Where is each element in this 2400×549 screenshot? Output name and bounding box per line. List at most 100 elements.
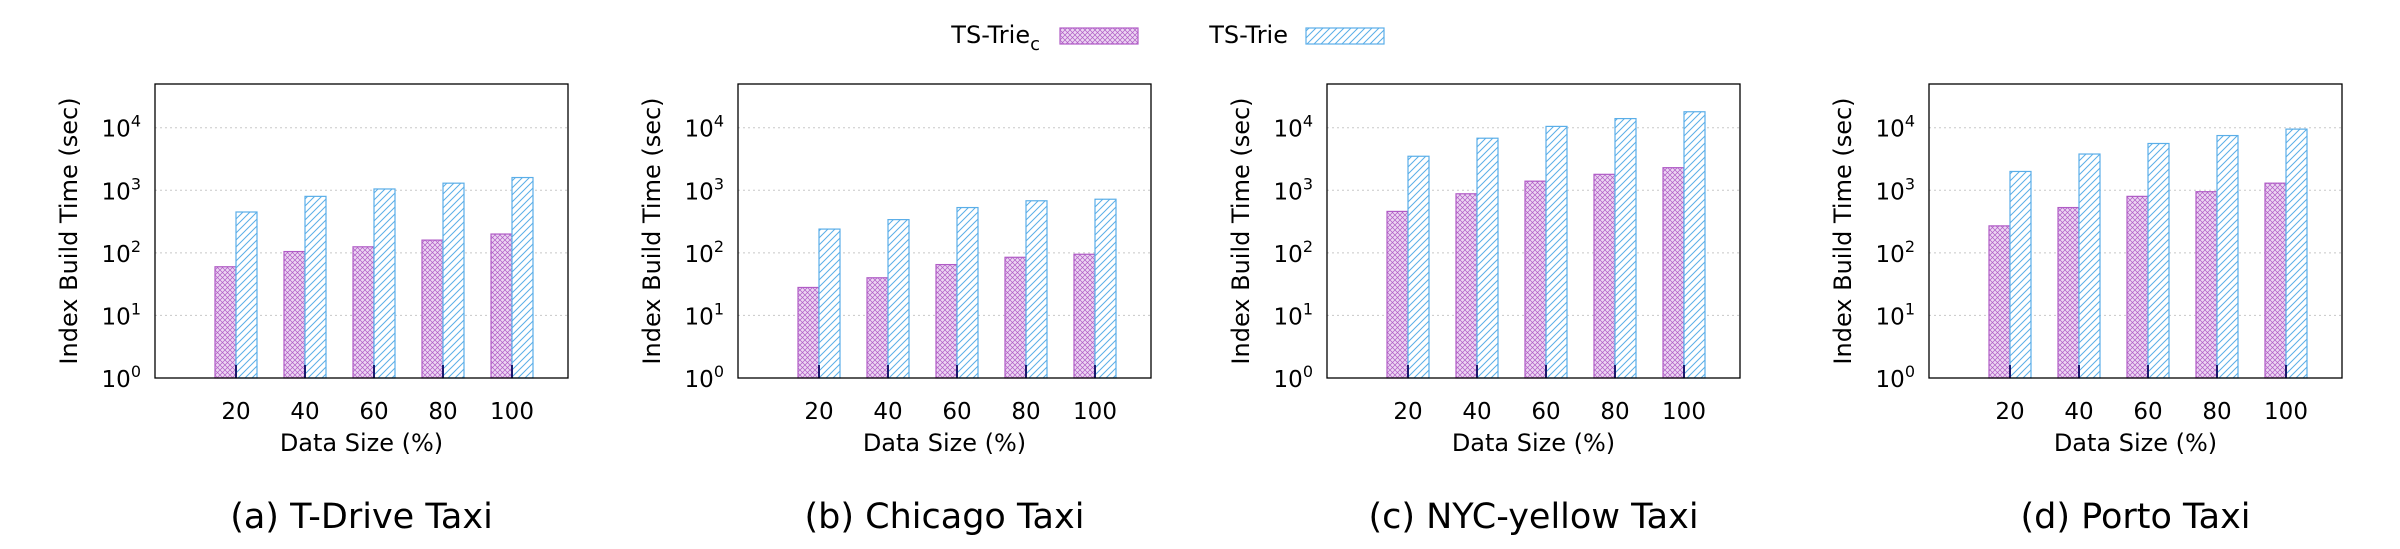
- y-tick-base: 10: [102, 242, 131, 268]
- y-tick-base: 10: [102, 179, 131, 205]
- bar-ts-trie-c-100: [490, 233, 513, 379]
- bar-ts-trie-60: [1545, 125, 1568, 379]
- legend: TS-Triec TS-Trie: [950, 21, 1385, 55]
- y-tick-exponent: 3: [1905, 174, 1915, 193]
- y-tick-label: 102: [102, 237, 141, 268]
- y-tick-base: 10: [685, 242, 714, 268]
- y-axis-label: Index Build Time (sec): [1829, 97, 1857, 364]
- x-axis-label: Data Size (%): [280, 429, 443, 457]
- panel-caption: (d) Porto Taxi: [2020, 497, 2250, 537]
- x-tick-label: 80: [1600, 399, 1629, 425]
- bar-ts-trie-c-80: [1004, 256, 1027, 379]
- legend-item-ts-trie[interactable]: TS-Trie: [1208, 21, 1385, 49]
- y-tick-label: 101: [102, 299, 141, 330]
- panel-caption: (a) T-Drive Taxi: [230, 497, 493, 537]
- panel-caption: (c) NYC-yellow Taxi: [1368, 497, 1698, 537]
- y-tick-label: 102: [1876, 237, 1915, 268]
- y-tick-base: 10: [102, 304, 131, 330]
- y-tick-base: 10: [1876, 367, 1905, 393]
- bar-ts-trie-c-40: [1455, 193, 1478, 379]
- y-tick-exponent: 2: [1905, 237, 1915, 256]
- y-tick-label: 100: [102, 362, 141, 393]
- y-tick-base: 10: [685, 179, 714, 205]
- bar-ts-trie-20: [818, 228, 841, 379]
- x-tick-label: 100: [490, 399, 534, 425]
- x-tick-label: 20: [1995, 399, 2024, 425]
- y-tick-label: 100: [1876, 362, 1915, 393]
- plot-frame: [1928, 83, 2343, 379]
- y-tick-base: 10: [1274, 117, 1303, 143]
- y-tick-exponent: 1: [714, 299, 724, 318]
- y-tick-exponent: 4: [1303, 112, 1313, 131]
- plot-frame: [154, 83, 569, 379]
- x-tick-label: 40: [2064, 399, 2093, 425]
- y-tick-exponent: 2: [1303, 237, 1313, 256]
- y-tick-exponent: 1: [131, 299, 141, 318]
- y-tick-label: 104: [102, 112, 141, 143]
- x-tick-label: 60: [359, 399, 388, 425]
- bar-ts-trie-100: [511, 176, 534, 379]
- legend-swatch-ts-trie: [1305, 27, 1385, 45]
- y-tick-exponent: 1: [1303, 299, 1313, 318]
- bar-ts-trie-c-100: [2264, 182, 2287, 379]
- bar-ts-trie-c-100: [1662, 167, 1685, 379]
- y-tick-exponent: 4: [714, 112, 724, 131]
- x-tick-label: 40: [873, 399, 902, 425]
- y-tick-exponent: 2: [131, 237, 141, 256]
- bar-ts-trie-c-20: [1988, 225, 2011, 379]
- bar-ts-trie-c-100: [1073, 253, 1096, 379]
- y-tick-exponent: 1: [1905, 299, 1915, 318]
- y-axis-label: Index Build Time (sec): [55, 97, 83, 364]
- y-tick-label: 100: [1274, 362, 1313, 393]
- bar-ts-trie-c-80: [421, 239, 444, 379]
- bar-ts-trie-c-40: [283, 250, 306, 379]
- y-tick-base: 10: [1274, 367, 1303, 393]
- y-tick-base: 10: [1274, 304, 1303, 330]
- y-tick-label: 104: [685, 112, 724, 143]
- y-tick-exponent: 3: [714, 174, 724, 193]
- x-tick-label: 20: [1393, 399, 1422, 425]
- y-tick-base: 10: [685, 117, 714, 143]
- bar-ts-trie-100: [1683, 111, 1706, 379]
- y-tick-label: 103: [1274, 174, 1313, 205]
- bar-ts-trie-80: [1025, 200, 1048, 379]
- legend-item-ts-trie-c[interactable]: TS-Triec: [950, 21, 1139, 55]
- y-tick-exponent: 4: [131, 112, 141, 131]
- x-tick-label: 40: [290, 399, 319, 425]
- y-tick-label: 100: [685, 362, 724, 393]
- x-tick-label: 100: [1662, 399, 1706, 425]
- y-tick-base: 10: [1876, 242, 1905, 268]
- y-tick-base: 10: [1876, 117, 1905, 143]
- y-tick-exponent: 0: [131, 362, 141, 381]
- bar-ts-trie-c-40: [866, 277, 889, 379]
- y-axis-label: Index Build Time (sec): [638, 97, 666, 364]
- bar-ts-trie-80: [1614, 117, 1637, 379]
- y-tick-label: 101: [1876, 299, 1915, 330]
- panel-caption: (b) Chicago Taxi: [805, 497, 1085, 537]
- y-axis-label: Index Build Time (sec): [1227, 97, 1255, 364]
- x-tick-label: 20: [221, 399, 250, 425]
- y-tick-exponent: 2: [714, 237, 724, 256]
- bar-ts-trie-c-60: [2126, 195, 2149, 379]
- x-tick-label: 60: [1531, 399, 1560, 425]
- legend-swatch-ts-trie-c: [1059, 27, 1139, 45]
- y-tick-exponent: 0: [1303, 362, 1313, 381]
- y-tick-label: 103: [102, 174, 141, 205]
- y-tick-label: 104: [1274, 112, 1313, 143]
- x-tick-label: 80: [428, 399, 457, 425]
- y-tick-label: 101: [685, 299, 724, 330]
- bar-ts-trie-c-20: [797, 286, 820, 379]
- bar-ts-trie-100: [1094, 198, 1117, 379]
- x-tick-label: 40: [1462, 399, 1491, 425]
- bar-ts-trie-20: [235, 211, 258, 379]
- y-tick-base: 10: [102, 367, 131, 393]
- y-tick-label: 103: [1876, 174, 1915, 205]
- y-tick-exponent: 3: [1303, 174, 1313, 193]
- bar-ts-trie-40: [2078, 153, 2101, 379]
- x-tick-label: 60: [942, 399, 971, 425]
